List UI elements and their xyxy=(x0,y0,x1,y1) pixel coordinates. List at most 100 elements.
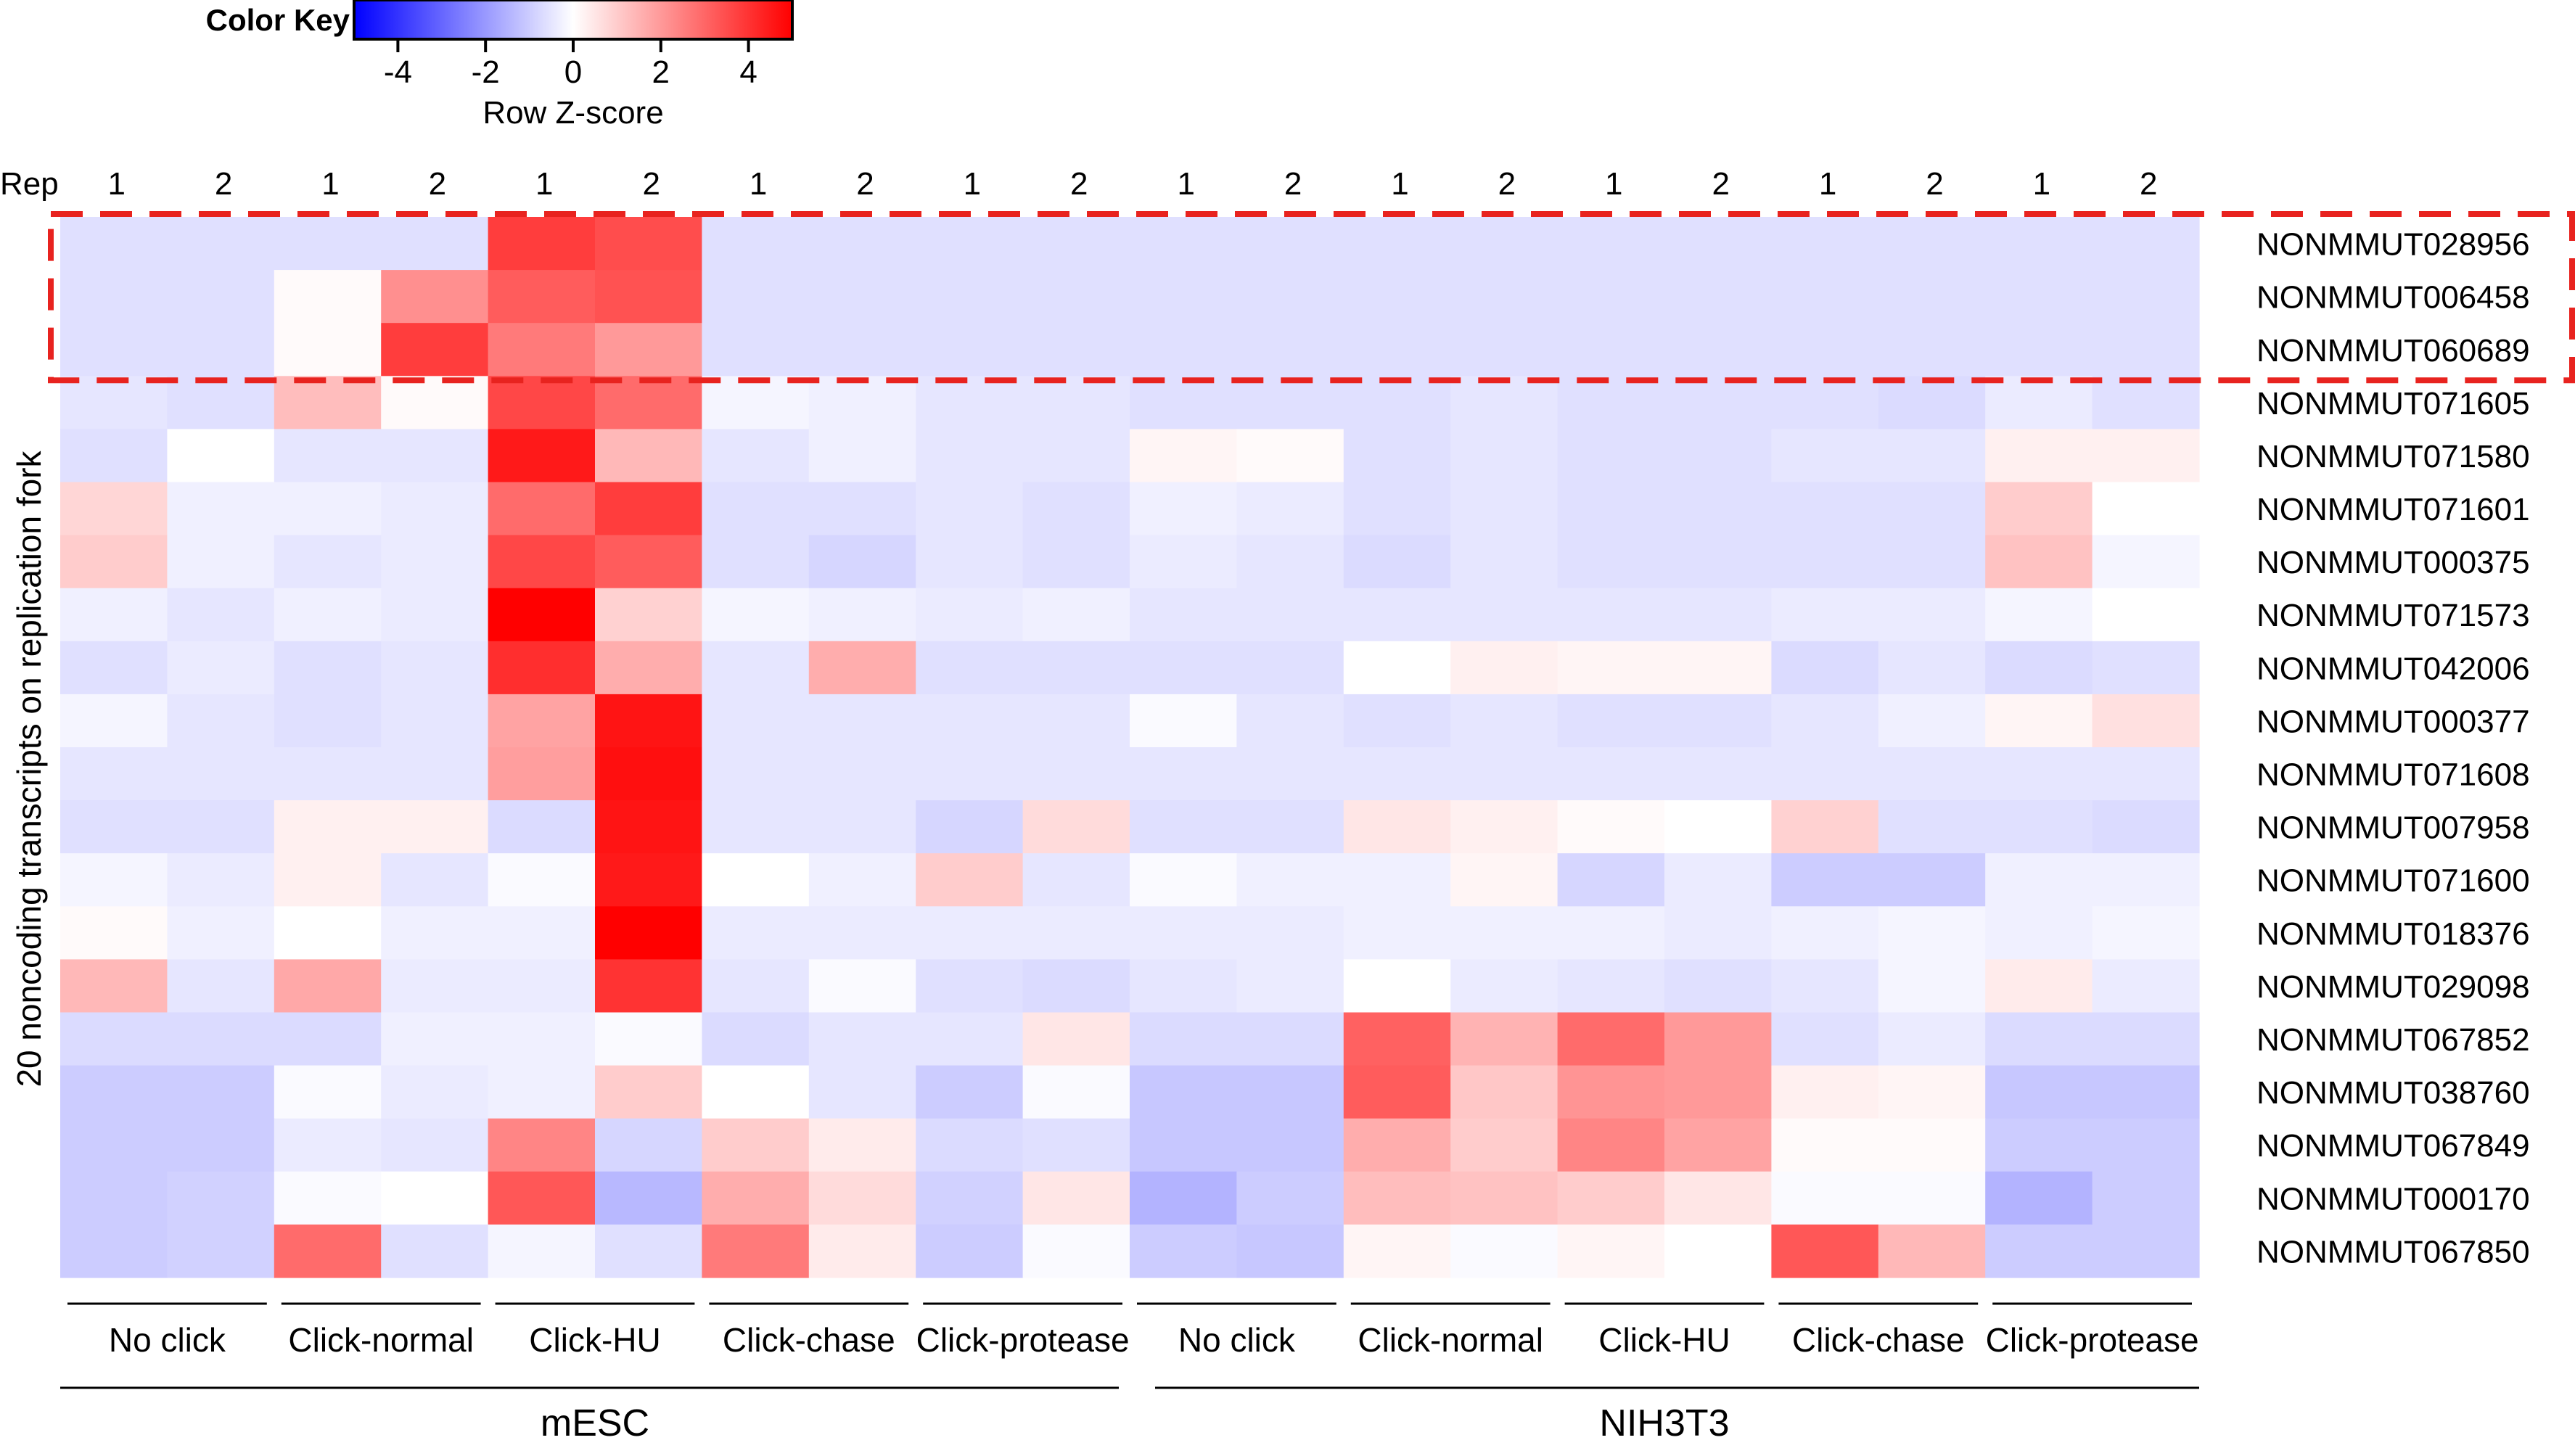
heatmap-cell xyxy=(274,694,382,748)
heatmap-cell xyxy=(1130,1065,1237,1119)
heatmap-cell xyxy=(1664,270,1772,324)
heatmap-cell xyxy=(702,641,810,695)
heatmap-cell xyxy=(1664,588,1772,642)
heatmap-cell xyxy=(1878,429,1986,483)
heatmap-cell xyxy=(595,482,702,536)
heatmap-cell xyxy=(1557,800,1665,854)
heatmap-cell xyxy=(1664,641,1772,695)
heatmap-cell xyxy=(2092,853,2200,907)
heatmap-cell xyxy=(1343,217,1451,271)
heatmap-cell xyxy=(381,959,489,1013)
heatmap-cell xyxy=(167,853,275,907)
heatmap-cell xyxy=(488,482,596,536)
heatmap-cell xyxy=(2092,747,2200,801)
heatmap-cell xyxy=(1236,853,1344,907)
heatmap-cell xyxy=(167,1118,275,1172)
row-label: NONMMUT018376 xyxy=(2256,916,2530,952)
heatmap-cell xyxy=(60,323,168,377)
heatmap-cell xyxy=(1771,641,1879,695)
heatmap-cell xyxy=(60,1065,168,1119)
heatmap-cell xyxy=(1664,429,1772,483)
heatmap-cell xyxy=(1236,323,1344,377)
heatmap-cell xyxy=(1450,1065,1558,1119)
heatmap-cell xyxy=(2092,376,2200,429)
heatmap-cell xyxy=(1236,270,1344,324)
heatmap-cell xyxy=(1557,323,1665,377)
heatmap-cell xyxy=(1130,959,1237,1013)
heatmap-cell xyxy=(808,588,916,642)
rep-label: 1 xyxy=(1391,166,1408,202)
heatmap-cell xyxy=(702,1065,810,1119)
heatmap-cell xyxy=(167,747,275,801)
heatmap-cell xyxy=(1236,906,1344,960)
heatmap-cell xyxy=(1878,482,1986,536)
heatmap-cell xyxy=(1771,1012,1879,1066)
color-key-tick-label: -4 xyxy=(384,54,412,90)
heatmap-cell xyxy=(1557,747,1665,801)
heatmap-cell xyxy=(595,1012,702,1066)
color-key: Color Key -4 -2 0 2 4 Row Z-score xyxy=(206,0,794,131)
heatmap-cell xyxy=(1236,1171,1344,1225)
heatmap-cell xyxy=(1771,270,1879,324)
heatmap-cell xyxy=(1985,1118,2093,1172)
highlight-box xyxy=(48,211,2575,384)
heatmap-cell xyxy=(1985,429,2093,483)
heatmap-cell xyxy=(1343,535,1451,589)
heatmap-cell xyxy=(2092,1224,2200,1278)
heatmap-cell xyxy=(1236,1065,1344,1119)
heatmap-cell xyxy=(1343,323,1451,377)
heatmap-cell xyxy=(60,853,168,907)
heatmap-cell xyxy=(1985,535,2093,589)
heatmap-cell xyxy=(274,1012,382,1066)
heatmap-cell xyxy=(1130,482,1237,536)
row-label: NONMMUT007958 xyxy=(2256,810,2530,846)
heatmap-cell xyxy=(381,1012,489,1066)
row-label: NONMMUT067849 xyxy=(2256,1128,2530,1164)
heatmap-cell xyxy=(916,376,1024,429)
rep-labels: 1 2 1 2 1 2 1 2 1 2 1 2 1 2 1 2 1 2 1 2 xyxy=(107,166,2157,202)
heatmap-cell xyxy=(1450,1171,1558,1225)
heatmap-cell xyxy=(1450,376,1558,429)
heatmap-cell xyxy=(1771,482,1879,536)
heatmap-cell xyxy=(167,641,275,695)
heatmap-cell xyxy=(60,641,168,695)
heatmap-cell xyxy=(488,959,596,1013)
heatmap-cell xyxy=(1771,1065,1879,1119)
heatmap-cell xyxy=(702,800,810,854)
heatmap-cell xyxy=(808,535,916,589)
heatmap-cell xyxy=(60,1118,168,1172)
heatmap-cell xyxy=(274,1171,382,1225)
row-label: NONMMUT071580 xyxy=(2256,439,2530,474)
heatmap-cell xyxy=(1343,1065,1451,1119)
heatmap-cell xyxy=(702,1171,810,1225)
heatmap-cell xyxy=(274,906,382,960)
heatmap-cell xyxy=(2092,694,2200,748)
heatmap-cell xyxy=(167,1065,275,1119)
heatmap-cell xyxy=(167,800,275,854)
heatmap-cell xyxy=(1664,482,1772,536)
heatmap-cell xyxy=(1450,1224,1558,1278)
heatmap-cell xyxy=(1236,800,1344,854)
heatmap-cell xyxy=(488,588,596,642)
heatmap-cell xyxy=(488,747,596,801)
heatmap-cell xyxy=(60,1224,168,1278)
heatmap-cell xyxy=(1450,853,1558,907)
heatmap-cell xyxy=(702,535,810,589)
heatmap-cell xyxy=(167,588,275,642)
heatmap-cell xyxy=(381,323,489,377)
heatmap-cell xyxy=(1985,959,2093,1013)
heatmap-cell xyxy=(702,376,810,429)
rep-label: 1 xyxy=(964,166,981,202)
heatmap-cell xyxy=(1664,800,1772,854)
heatmap-cell xyxy=(381,1171,489,1225)
heatmap-cell xyxy=(274,800,382,854)
heatmap-cell xyxy=(488,1065,596,1119)
heatmap-cell xyxy=(488,906,596,960)
heatmap-cell xyxy=(595,1171,702,1225)
heatmap-cell xyxy=(381,641,489,695)
heatmap-cell xyxy=(1022,800,1130,854)
heatmap-cell xyxy=(916,853,1024,907)
heatmap-cell xyxy=(274,1224,382,1278)
heatmap-cell xyxy=(1664,535,1772,589)
heatmap-cell xyxy=(1343,1118,1451,1172)
